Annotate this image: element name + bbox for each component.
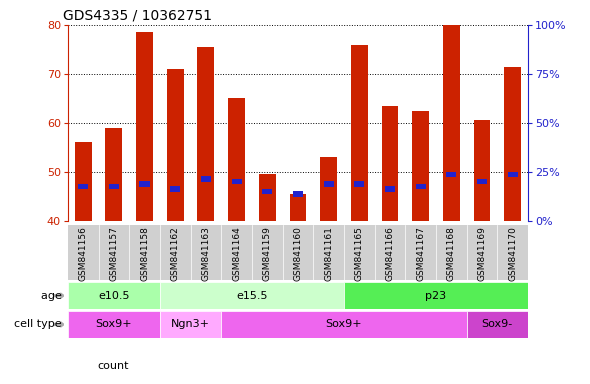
Bar bbox=[467, 311, 528, 338]
Text: GSM841160: GSM841160 bbox=[293, 226, 303, 281]
Bar bbox=[354, 181, 365, 187]
Text: GSM841169: GSM841169 bbox=[477, 226, 487, 281]
Text: GSM841161: GSM841161 bbox=[324, 226, 333, 281]
Bar bbox=[109, 184, 119, 189]
Bar bbox=[106, 128, 122, 221]
Text: GSM841157: GSM841157 bbox=[109, 226, 119, 281]
FancyArrow shape bbox=[53, 292, 65, 299]
Bar bbox=[231, 179, 242, 184]
Bar bbox=[198, 47, 214, 221]
Bar bbox=[323, 181, 334, 187]
Bar bbox=[160, 282, 344, 309]
Bar bbox=[290, 194, 306, 221]
Bar bbox=[443, 25, 460, 221]
Text: GDS4335 / 10362751: GDS4335 / 10362751 bbox=[63, 8, 212, 22]
Text: Ngn3+: Ngn3+ bbox=[171, 319, 210, 329]
Bar bbox=[221, 311, 467, 338]
Text: p23: p23 bbox=[425, 291, 447, 301]
Text: cell type: cell type bbox=[14, 319, 65, 329]
Text: GSM841167: GSM841167 bbox=[416, 226, 425, 281]
Bar bbox=[344, 282, 528, 309]
Text: age: age bbox=[41, 291, 65, 301]
Bar bbox=[201, 177, 211, 182]
Text: GSM841162: GSM841162 bbox=[171, 226, 180, 281]
Text: GSM841170: GSM841170 bbox=[508, 226, 517, 281]
Bar bbox=[474, 121, 490, 221]
Text: Sox9+: Sox9+ bbox=[326, 319, 362, 329]
Bar bbox=[262, 189, 273, 194]
Bar bbox=[160, 311, 221, 338]
Bar bbox=[68, 311, 160, 338]
Bar bbox=[228, 98, 245, 221]
Bar bbox=[446, 172, 457, 177]
Bar bbox=[136, 32, 153, 221]
Text: GSM841164: GSM841164 bbox=[232, 226, 241, 281]
Text: count: count bbox=[97, 361, 129, 371]
Bar bbox=[415, 184, 426, 189]
Bar bbox=[75, 142, 91, 221]
Bar bbox=[412, 111, 429, 221]
Bar bbox=[259, 174, 276, 221]
Bar bbox=[78, 184, 88, 189]
Text: GSM841159: GSM841159 bbox=[263, 226, 272, 281]
Text: e15.5: e15.5 bbox=[236, 291, 268, 301]
Bar bbox=[293, 191, 303, 197]
Text: Sox9+: Sox9+ bbox=[96, 319, 132, 329]
Text: e10.5: e10.5 bbox=[98, 291, 130, 301]
FancyArrow shape bbox=[53, 321, 65, 328]
Bar bbox=[68, 282, 160, 309]
Bar bbox=[320, 157, 337, 221]
Bar bbox=[351, 45, 368, 221]
Text: GSM841158: GSM841158 bbox=[140, 226, 149, 281]
Bar bbox=[170, 186, 181, 192]
Text: GSM841166: GSM841166 bbox=[385, 226, 395, 281]
Text: GSM841165: GSM841165 bbox=[355, 226, 364, 281]
Bar bbox=[167, 69, 183, 221]
Bar bbox=[382, 106, 398, 221]
Bar bbox=[507, 172, 518, 177]
Bar bbox=[385, 186, 395, 192]
Bar bbox=[504, 66, 521, 221]
Text: GSM841168: GSM841168 bbox=[447, 226, 456, 281]
Bar bbox=[139, 181, 150, 187]
Text: GSM841163: GSM841163 bbox=[201, 226, 211, 281]
Text: GSM841156: GSM841156 bbox=[78, 226, 88, 281]
Bar bbox=[477, 179, 487, 184]
Text: Sox9-: Sox9- bbox=[482, 319, 513, 329]
